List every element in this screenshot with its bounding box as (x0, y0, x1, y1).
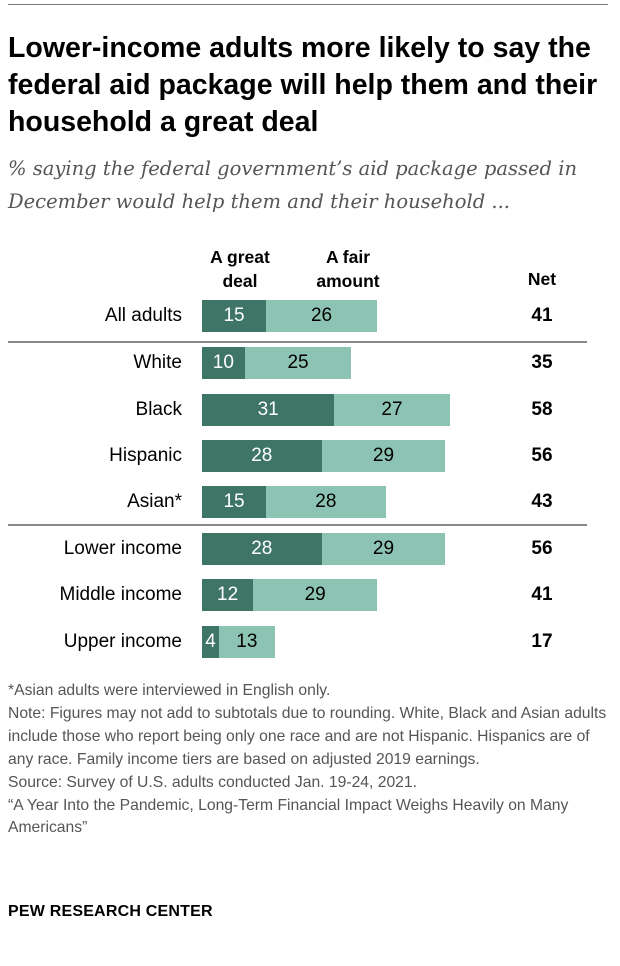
net-value: 43 (531, 491, 553, 512)
bar-fair-amount: 29 (321, 440, 446, 472)
top-rule (8, 4, 608, 5)
category-label: White (133, 352, 182, 373)
bar-fair-amount: 28 (266, 486, 386, 518)
bar-fair-amount: 27 (334, 394, 450, 426)
source-text: Source: Survey of U.S. adults conducted … (8, 773, 417, 791)
pew-logo: PEW RESEARCH CENTER (8, 903, 213, 920)
bar-great-deal: 15 (202, 486, 267, 518)
net-value: 41 (531, 305, 553, 326)
bar-fair-amount: 25 (244, 347, 352, 379)
chart-title: Lower-income adults more likely to say t… (8, 32, 598, 138)
report-title: “A Year Into the Pandemic, Long-Term Fin… (8, 796, 569, 837)
net-value: 17 (531, 631, 553, 652)
category-label: Upper income (63, 631, 182, 652)
bar-great-deal: 28 (202, 533, 322, 565)
bar-fair-amount: 29 (321, 533, 446, 565)
category-label: Asian* (127, 491, 182, 512)
category-label: Middle income (59, 584, 183, 605)
bar-fair-amount: 26 (266, 300, 378, 332)
bar-great-deal: 31 (202, 394, 335, 426)
bar-fair-amount: 13 (219, 626, 275, 658)
bar-great-deal: 12 (202, 579, 254, 611)
group-divider (8, 341, 587, 343)
category-label: Lower income (63, 538, 182, 559)
net-value: 56 (531, 445, 553, 466)
bar-great-deal: 10 (202, 347, 245, 379)
bar-great-deal: 28 (202, 440, 322, 472)
net-value: 56 (531, 538, 553, 559)
bar-fair-amount: 29 (253, 579, 378, 611)
category-label: All adults (104, 305, 182, 326)
asian-footnote: *Asian adults were interviewed in Englis… (8, 682, 331, 699)
chart-subtitle: % saying the federal government’s aid pa… (8, 157, 578, 213)
bar-great-deal: 4 (202, 626, 220, 658)
net-value: 35 (531, 352, 553, 373)
category-label: Hispanic (109, 445, 182, 466)
footnotes: *Asian adults were interviewed in Englis… (8, 680, 613, 840)
note-text: Note: Figures may not add to subtotals d… (8, 704, 607, 768)
net-value: 41 (531, 584, 553, 605)
group-divider (8, 524, 587, 526)
legend-great-deal: A great deal (210, 247, 270, 291)
category-label: Black (135, 399, 182, 420)
bar-great-deal: 15 (202, 300, 267, 332)
net-header: Net (527, 269, 557, 289)
net-value: 58 (531, 399, 553, 420)
legend-fair-amount: A fair amount (316, 247, 380, 291)
